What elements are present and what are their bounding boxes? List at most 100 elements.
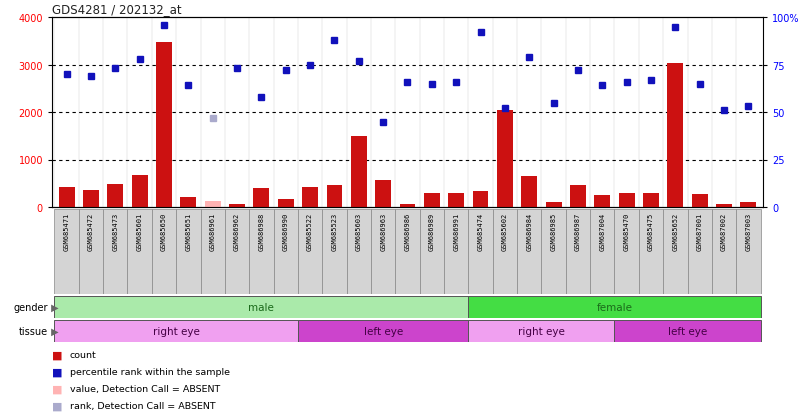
Text: count: count xyxy=(70,350,97,359)
Text: GSM685650: GSM685650 xyxy=(161,212,167,250)
Text: percentile rank within the sample: percentile rank within the sample xyxy=(70,367,230,376)
Bar xyxy=(444,209,469,294)
Bar xyxy=(298,320,469,342)
Bar xyxy=(54,320,298,342)
Bar xyxy=(615,209,639,294)
Bar xyxy=(667,64,683,207)
Text: GSM685470: GSM685470 xyxy=(624,212,629,250)
Text: rank, Detection Call = ABSENT: rank, Detection Call = ABSENT xyxy=(70,401,216,410)
Bar xyxy=(107,185,123,207)
Text: left eye: left eye xyxy=(363,326,403,336)
Text: GSM686989: GSM686989 xyxy=(429,212,435,250)
Bar xyxy=(375,181,391,207)
Bar xyxy=(493,209,517,294)
Bar xyxy=(517,209,542,294)
Bar xyxy=(521,176,537,207)
Bar xyxy=(740,202,757,207)
Bar xyxy=(176,209,200,294)
Bar xyxy=(54,296,469,318)
Bar xyxy=(497,110,513,207)
Bar xyxy=(469,296,761,318)
Text: GDS4281 / 202132_at: GDS4281 / 202132_at xyxy=(52,3,182,16)
Text: GSM686985: GSM686985 xyxy=(551,212,556,250)
Bar xyxy=(469,209,493,294)
Bar xyxy=(254,189,269,207)
Text: left eye: left eye xyxy=(668,326,707,336)
Bar xyxy=(400,205,415,207)
Bar xyxy=(716,204,732,207)
Bar xyxy=(546,203,561,207)
Bar xyxy=(303,188,318,207)
Bar xyxy=(619,193,634,207)
Bar xyxy=(180,197,196,207)
Bar xyxy=(570,185,586,207)
Text: right eye: right eye xyxy=(518,326,564,336)
Text: GSM685472: GSM685472 xyxy=(88,212,94,250)
Text: GSM685603: GSM685603 xyxy=(356,212,362,250)
Text: GSM687002: GSM687002 xyxy=(721,212,727,250)
Text: GSM685601: GSM685601 xyxy=(137,212,143,250)
Bar xyxy=(663,209,688,294)
Text: GSM685523: GSM685523 xyxy=(332,212,337,250)
Bar xyxy=(278,200,294,207)
Bar xyxy=(736,209,761,294)
Bar xyxy=(419,209,444,294)
Bar xyxy=(542,209,566,294)
Bar xyxy=(448,194,464,207)
Text: GSM686991: GSM686991 xyxy=(453,212,459,250)
Bar xyxy=(327,186,342,207)
Text: ▶: ▶ xyxy=(48,302,58,312)
Bar xyxy=(152,209,176,294)
Bar xyxy=(103,209,127,294)
Text: GSM685522: GSM685522 xyxy=(307,212,313,250)
Text: tissue: tissue xyxy=(19,326,48,336)
Text: GSM686987: GSM686987 xyxy=(575,212,581,250)
Text: GSM685651: GSM685651 xyxy=(186,212,191,250)
Bar xyxy=(590,209,615,294)
Bar xyxy=(639,209,663,294)
Text: male: male xyxy=(248,302,274,312)
Bar xyxy=(692,195,708,207)
Bar xyxy=(688,209,712,294)
Text: ■: ■ xyxy=(52,367,62,377)
Bar xyxy=(54,209,79,294)
Bar xyxy=(566,209,590,294)
Text: ▶: ▶ xyxy=(48,326,58,336)
Text: ■: ■ xyxy=(52,350,62,360)
Text: female: female xyxy=(596,302,633,312)
Bar xyxy=(298,209,322,294)
Text: GSM686984: GSM686984 xyxy=(526,212,532,250)
Bar xyxy=(156,43,172,207)
Bar xyxy=(594,195,610,207)
Text: GSM686961: GSM686961 xyxy=(210,212,216,250)
Text: GSM687003: GSM687003 xyxy=(745,212,751,250)
Text: ■: ■ xyxy=(52,384,62,394)
Text: GSM687004: GSM687004 xyxy=(599,212,605,250)
Text: ■: ■ xyxy=(52,401,62,411)
Text: GSM685652: GSM685652 xyxy=(672,212,678,250)
Text: GSM687001: GSM687001 xyxy=(697,212,702,250)
Text: right eye: right eye xyxy=(152,326,200,336)
Bar xyxy=(424,194,440,207)
Bar xyxy=(273,209,298,294)
Text: GSM686988: GSM686988 xyxy=(259,212,264,250)
Text: value, Detection Call = ABSENT: value, Detection Call = ABSENT xyxy=(70,384,220,393)
Bar xyxy=(322,209,346,294)
Text: GSM686986: GSM686986 xyxy=(405,212,410,250)
Bar xyxy=(615,320,761,342)
Bar xyxy=(249,209,273,294)
Bar xyxy=(83,190,99,207)
Bar xyxy=(371,209,395,294)
Bar xyxy=(131,175,148,207)
Bar xyxy=(346,209,371,294)
Text: GSM685471: GSM685471 xyxy=(63,212,70,250)
Text: GSM686990: GSM686990 xyxy=(283,212,289,250)
Bar xyxy=(230,204,245,207)
Bar xyxy=(200,209,225,294)
Text: GSM685473: GSM685473 xyxy=(112,212,118,250)
Text: GSM686963: GSM686963 xyxy=(380,212,386,250)
Bar xyxy=(79,209,103,294)
Bar xyxy=(395,209,419,294)
Bar xyxy=(351,137,367,207)
Text: gender: gender xyxy=(14,302,48,312)
